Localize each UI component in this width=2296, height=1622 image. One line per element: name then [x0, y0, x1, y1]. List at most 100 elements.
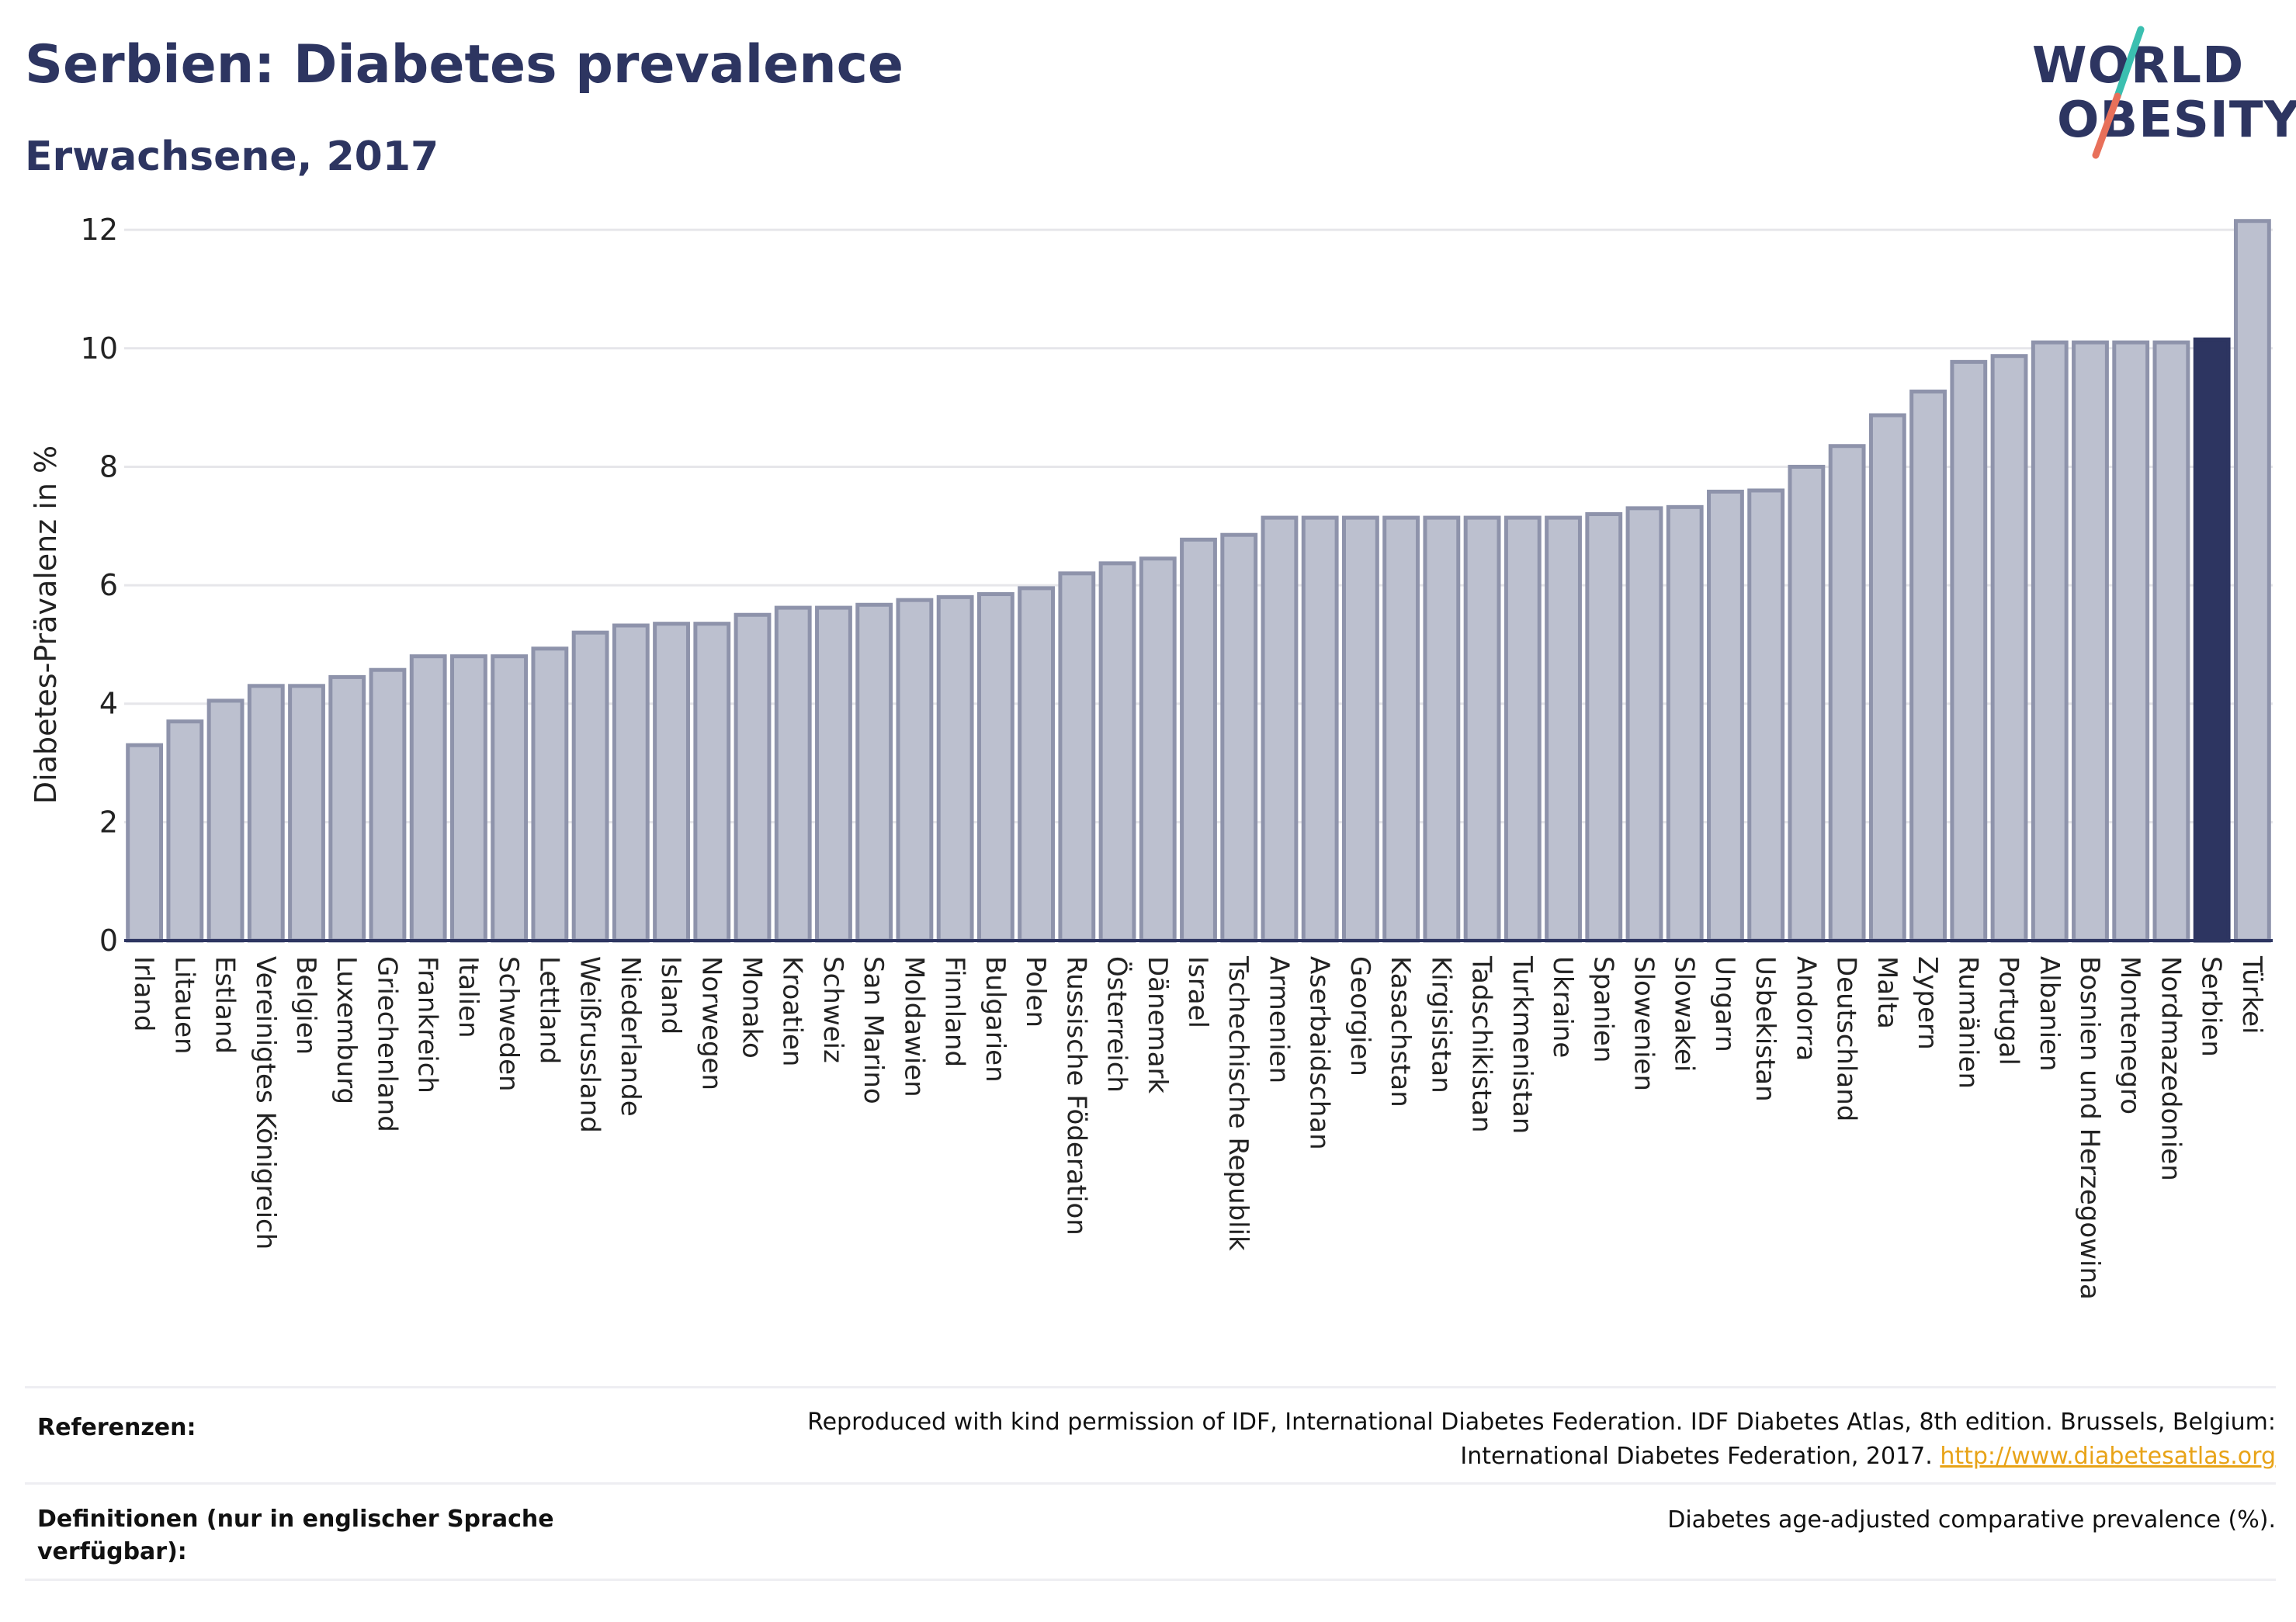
bar-highlight: [2193, 337, 2231, 943]
bar: [1301, 515, 1339, 943]
bar: [2031, 340, 2069, 943]
x-tick-label: Bulgarien: [980, 956, 1011, 1083]
x-tick-label: Dänemark: [1142, 956, 1173, 1093]
bar: [936, 594, 974, 943]
x-tick-label: Schweden: [493, 956, 524, 1092]
bar: [2112, 340, 2150, 943]
footer-bottom-rule: [25, 1579, 2276, 1582]
x-tick-label: Litauen: [168, 956, 199, 1055]
bar: [653, 622, 690, 943]
bar: [693, 622, 731, 943]
bar: [1950, 359, 1988, 943]
y-tick-label: 8: [99, 449, 118, 483]
bar: [1503, 515, 1542, 943]
logo-word-obesity: OBESITY: [2057, 92, 2296, 149]
bar: [1707, 489, 1744, 943]
bar: [247, 684, 285, 943]
bar: [2152, 340, 2190, 943]
bar: [409, 654, 447, 943]
x-tick-label: Lettland: [533, 956, 564, 1064]
bar: [1180, 537, 1217, 943]
y-tick-label: 12: [81, 213, 118, 247]
x-tick-label: Irland: [128, 956, 159, 1031]
bar: [1261, 515, 1299, 943]
x-tick-label: Montenegro: [2114, 956, 2145, 1114]
y-tick-labels: 0 2 4 6 8 10 12: [81, 213, 118, 958]
x-tick-labels: Irland Litauen Estland Vereinigtes Königrei…: [128, 955, 2267, 1300]
y-tick-label: 0: [99, 924, 118, 958]
bar: [1463, 515, 1501, 943]
x-tick-label: Aserbaidschan: [1304, 956, 1335, 1150]
bar: [1625, 506, 1663, 943]
y-tick-label: 6: [99, 568, 118, 602]
references-line-1: Reproduced with kind permission of IDF, …: [807, 1409, 2276, 1436]
x-tick-label: Kirgisistan: [1425, 956, 1456, 1093]
x-tick-label: Türkei: [2236, 955, 2267, 1034]
x-tick-label: Portugal: [1993, 956, 2024, 1066]
y-tick-label: 4: [99, 687, 118, 721]
bar: [1990, 354, 2028, 943]
bar: [1909, 390, 1947, 943]
bar: [571, 630, 609, 943]
x-tick-label: Norwegen: [695, 956, 727, 1090]
bar: [1139, 556, 1177, 943]
x-tick-label: Monako: [737, 956, 768, 1059]
bar: [1585, 511, 1623, 943]
footer-definitions-row: Definitionen (nur in englischer Sprache …: [25, 1482, 2276, 1579]
bar: [896, 598, 934, 943]
x-tick-label: Turkmenistan: [1507, 955, 1538, 1134]
logo-slash-icon: [2092, 26, 2145, 159]
bar: [1868, 413, 1906, 943]
x-tick-label: Österreich: [1101, 956, 1133, 1093]
x-tick-label: Ukraine: [1547, 956, 1578, 1058]
y-axis-label: Diabetes-Prävalenz in %: [29, 445, 63, 804]
x-tick-label: Weißrussland: [574, 956, 605, 1133]
bar: [774, 605, 812, 943]
world-obesity-logo[interactable]: WORLD OBESITY: [2026, 22, 2296, 169]
x-tick-label: Kroatien: [777, 956, 808, 1066]
bar: [1098, 561, 1136, 943]
bar: [1828, 444, 1866, 943]
x-tick-label: Slowenien: [1628, 956, 1659, 1091]
bar: [1382, 515, 1420, 943]
bar: [1018, 586, 1056, 943]
bar: [2233, 219, 2271, 943]
y-tick-label: 10: [81, 331, 118, 366]
x-tick-label: Italien: [453, 956, 484, 1038]
references-link[interactable]: http://www.diabetesatlas.org: [1940, 1443, 2276, 1470]
x-tick-label: Russische Föderation: [1060, 956, 1091, 1236]
definitions-text: Diabetes age-adjusted comparative preval…: [1667, 1506, 2276, 1534]
bar: [328, 674, 366, 943]
x-tick-label: Israel: [1182, 956, 1213, 1028]
bar: [612, 623, 650, 943]
x-tick-label: Frankreich: [412, 956, 443, 1093]
references-line-2: International Diabetes Federation, 2017.…: [723, 1440, 2276, 1474]
bar-chart: 0 2 4 6 8 10 12 Irland Litauen Estland Vereinigte…: [29, 213, 2273, 1300]
x-tick-label: Slowakei: [1669, 956, 1700, 1072]
x-tick-label: Estland: [210, 956, 241, 1054]
x-tick-label: Luxemburg: [331, 956, 362, 1104]
x-tick-label: Finnland: [939, 956, 970, 1067]
x-tick-label: Andorra: [1790, 956, 1821, 1061]
bar: [1545, 515, 1582, 943]
bar: [450, 654, 487, 943]
bar: [976, 592, 1014, 943]
bar: [1747, 488, 1785, 943]
bar: [206, 698, 245, 943]
bar: [1058, 571, 1096, 943]
chart-subtitle: Erwachsene, 2017: [25, 133, 439, 180]
x-tick-label: Kasachstan: [1385, 956, 1416, 1107]
x-tick-label: Vereinigtes Königreich: [250, 956, 281, 1249]
x-tick-label: Albanien: [2034, 956, 2065, 1072]
x-tick-label: Malta: [1871, 956, 1902, 1029]
bars: [126, 219, 2271, 943]
bar: [855, 602, 893, 943]
chart-title: Serbien: Diabetes prevalence: [25, 34, 904, 95]
bar: [1666, 504, 1704, 943]
x-tick-label: Polen: [1020, 956, 1051, 1028]
references-line-2-text: International Diabetes Federation, 2017.: [1460, 1443, 1933, 1470]
x-tick-label: Niederlande: [615, 956, 646, 1117]
bar: [531, 646, 569, 943]
x-tick-label: San Marino: [858, 956, 889, 1104]
x-tick-label: Deutschland: [1831, 956, 1862, 1121]
